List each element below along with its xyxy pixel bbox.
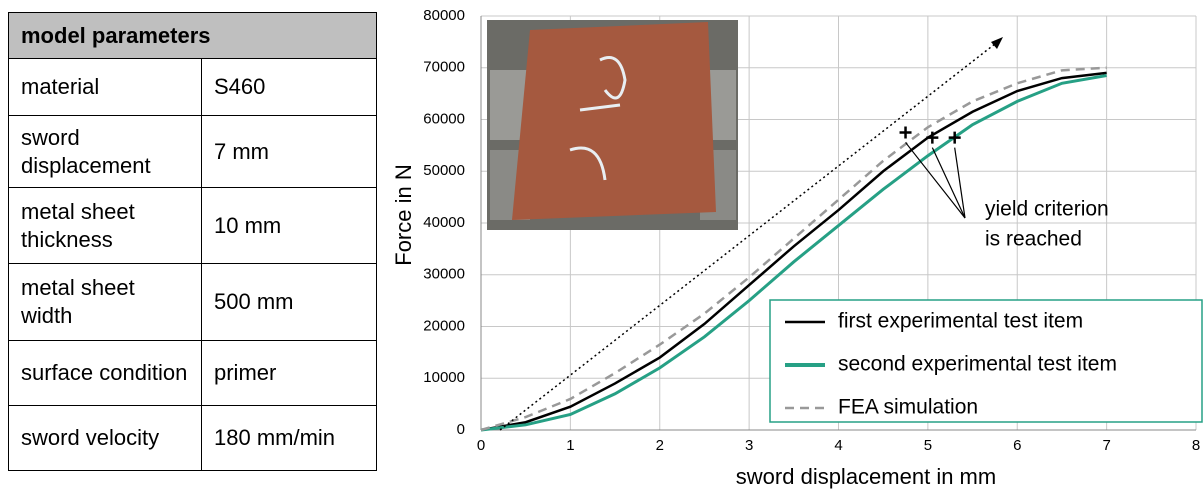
y-tick-label: 10000	[423, 369, 465, 386]
param-value: 180 mm/min	[202, 406, 377, 471]
x-tick-label: 0	[477, 437, 485, 454]
y-tick-label: 70000	[423, 59, 465, 76]
param-name: metal sheet width	[9, 264, 202, 341]
legend-label: second experimental test item	[838, 353, 1117, 376]
param-name: sword velocity	[9, 406, 202, 471]
y-tick-label: 40000	[423, 214, 465, 231]
y-tick-label: 80000	[423, 7, 465, 24]
param-name: metal sheet thickness	[9, 188, 202, 264]
page: Force in N sword displacement in mm 0 100…	[0, 0, 1203, 490]
legend-label: FEA simulation	[838, 396, 978, 419]
x-tick-label: 5	[924, 437, 932, 454]
x-tick-label: 8	[1192, 437, 1200, 454]
arrow-head	[991, 37, 1003, 49]
y-tick-label: 20000	[423, 317, 465, 334]
param-value: 7 mm	[202, 116, 377, 188]
x-tick-label: 6	[1013, 437, 1021, 454]
annotation: is reached	[985, 228, 1082, 251]
param-value: primer	[202, 341, 377, 406]
x-tick-label: 1	[566, 437, 574, 454]
x-tick-label: 2	[656, 437, 664, 454]
legend-label: first experimental test item	[838, 310, 1083, 333]
y-tick-label: 30000	[423, 266, 465, 283]
param-value: S460	[202, 59, 377, 116]
param-name: material	[9, 59, 202, 116]
x-tick-label: 7	[1102, 437, 1110, 454]
x-tick-label: 4	[834, 437, 842, 454]
photo	[487, 20, 738, 230]
y-tick-label: 0	[457, 421, 465, 438]
x-tick-label: 3	[745, 437, 753, 454]
param-value: 500 mm	[202, 264, 377, 341]
param-value: 10 mm	[202, 188, 377, 264]
table-header: model parameters	[9, 13, 377, 59]
y-tick-label: 60000	[423, 110, 465, 127]
param-name: surface condition	[9, 341, 202, 406]
y-tick-label: 50000	[423, 162, 465, 179]
param-name: sword displacement	[9, 116, 202, 188]
annotation: yield criterion	[985, 198, 1109, 221]
yield-marker	[900, 126, 912, 138]
y-axis-label: Force in N	[391, 164, 416, 265]
legend: first experimental test item second exper…	[770, 300, 1202, 422]
x-axis-label: sword displacement in mm	[736, 464, 996, 489]
